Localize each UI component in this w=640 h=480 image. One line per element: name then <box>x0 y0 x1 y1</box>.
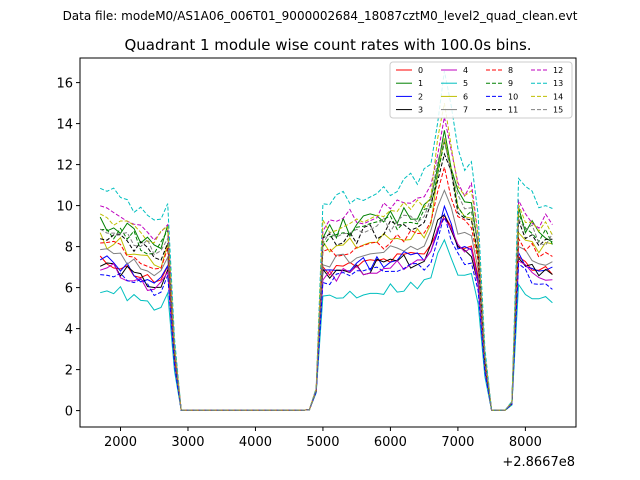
legend-label-4: 4 <box>463 66 468 75</box>
x-tick-label: 5000 <box>306 435 339 450</box>
legend-label-7: 7 <box>463 106 468 115</box>
x-tick-label: 6000 <box>374 435 407 450</box>
x-tick-label: 3000 <box>171 435 204 450</box>
legend-label-0: 0 <box>418 66 423 75</box>
legend-label-6: 6 <box>463 92 468 101</box>
y-tick-label: 14 <box>56 118 73 133</box>
x-tick-label: 7000 <box>441 435 474 450</box>
legend-label-2: 2 <box>418 92 423 101</box>
x-tick-label: 2000 <box>104 435 137 450</box>
legend-label-15: 15 <box>553 106 563 115</box>
series-line-10 <box>100 212 553 411</box>
y-tick-label: 12 <box>56 159 73 174</box>
figure-suptitle: Data file: modeM0/AS1A06_006T01_90000026… <box>63 9 578 23</box>
y-tick-label: 16 <box>56 77 73 92</box>
series-line-14 <box>99 103 553 411</box>
chart-title: Quadrant 1 module wise count rates with … <box>124 36 531 54</box>
legend-label-5: 5 <box>463 79 468 88</box>
series-group <box>99 71 553 411</box>
series-line-5 <box>100 238 553 411</box>
x-tick-label: 8000 <box>509 435 542 450</box>
legend-label-1: 1 <box>418 79 423 88</box>
y-tick-label: 0 <box>65 405 73 420</box>
y-tick-label: 10 <box>56 200 73 215</box>
series-line-4 <box>100 217 553 411</box>
legend-box <box>389 61 573 119</box>
x-tick-label: 4000 <box>239 435 272 450</box>
legend-label-11: 11 <box>508 106 518 115</box>
plot-frame <box>79 57 577 428</box>
y-tick-label: 4 <box>65 323 73 338</box>
x-offset-label: +2.8667e8 <box>502 455 575 470</box>
legend-label-12: 12 <box>553 66 563 75</box>
legend-label-3: 3 <box>418 106 423 115</box>
legend-label-14: 14 <box>553 92 563 101</box>
y-tick-label: 8 <box>65 241 73 256</box>
axes-group: 2000 3000 4000 5000 6000 7000 8000024681012141… <box>56 77 541 450</box>
y-tick-label: 6 <box>65 282 73 297</box>
legend-label-13: 13 <box>553 79 563 88</box>
legend-label-8: 8 <box>508 66 513 75</box>
series-line-9 <box>100 141 553 411</box>
series-line-15 <box>99 138 553 411</box>
legend-label-9: 9 <box>508 79 513 88</box>
y-tick-label: 2 <box>65 364 73 379</box>
series-line-13 <box>99 71 553 411</box>
legend-label-10: 10 <box>508 92 518 101</box>
series-line-11 <box>100 152 553 411</box>
